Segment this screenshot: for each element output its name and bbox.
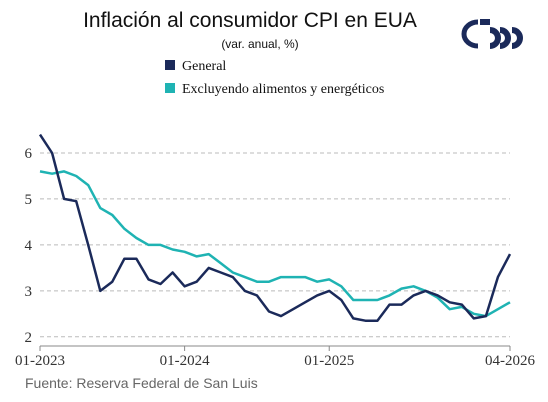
- legend-label: Excluyendo alimentos y energéticos: [182, 82, 384, 97]
- x-tick-label: 01-2024: [160, 353, 210, 369]
- y-tick-label: 4: [25, 238, 33, 254]
- source-note: Fuente: Reserva Federal de San Luis: [25, 375, 258, 391]
- y-tick-label: 2: [25, 330, 33, 346]
- chart-subtitle: (var. anual, %): [221, 37, 298, 51]
- legend-swatch: [165, 60, 175, 70]
- x-tick-label: 01-2025: [304, 353, 354, 369]
- x-tick-label: 01-2023: [15, 353, 65, 369]
- legend-label: General: [182, 59, 226, 74]
- data-line: [38, 133, 512, 322]
- y-tick-label: 3: [25, 284, 33, 300]
- logo: [461, 19, 523, 49]
- data-line: [39, 170, 511, 318]
- y-tick-label: 5: [25, 192, 33, 208]
- y-tick-label: 6: [25, 146, 33, 162]
- legend-swatch: [165, 83, 175, 93]
- chart-title: Inflación al consumidor CPI en EUA: [83, 9, 417, 32]
- x-tick-label: 04-2026: [485, 353, 535, 369]
